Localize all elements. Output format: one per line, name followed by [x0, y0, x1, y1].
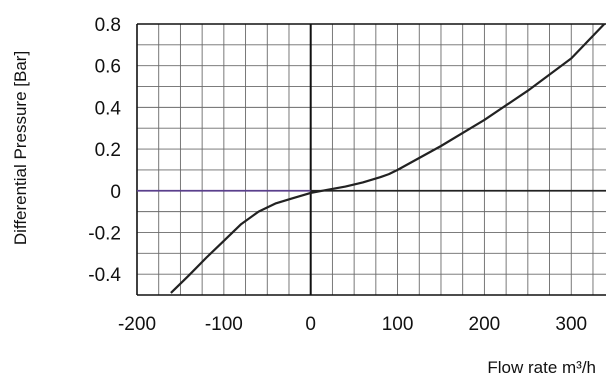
x-tick-label: -100 [205, 314, 243, 335]
x-axis-title: Flow rate m³/h [487, 358, 596, 377]
x-tick-label: 300 [555, 314, 587, 335]
series-layer [170, 23, 606, 294]
y-axis-title: Differential Pressure [Bar] [11, 51, 30, 245]
y-tick-label: -0.4 [88, 265, 121, 286]
axes [136, 23, 606, 296]
x-tick-label: -200 [118, 314, 156, 335]
y-tick-label: 0.6 [95, 57, 121, 78]
x-tick-label: 200 [469, 314, 501, 335]
x-tick-label: 100 [382, 314, 414, 335]
grid [137, 24, 606, 295]
y-tick-label: 0.8 [95, 15, 121, 36]
series-line [170, 23, 606, 294]
y-tick-label: 0 [110, 182, 121, 203]
y-tick-labels: 0.8 0.6 0.4 0.2 0 -0.2 -0.4 [88, 15, 121, 286]
y-tick-label: 0.2 [95, 140, 121, 161]
y-tick-label: 0.4 [95, 98, 122, 119]
x-tick-labels: -200 -100 0 100 200 300 [118, 314, 587, 335]
y-tick-label: -0.2 [88, 223, 121, 244]
x-tick-label: 0 [305, 314, 316, 335]
